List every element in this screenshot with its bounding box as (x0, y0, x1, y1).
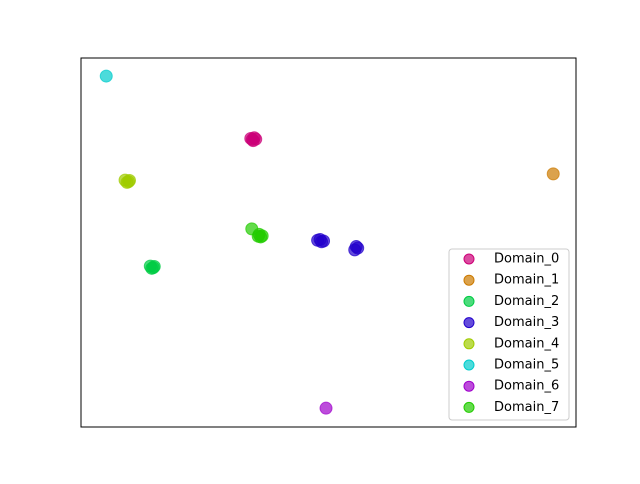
point (349, 240, 363, 254)
legend-label: Domain_2 (494, 294, 559, 309)
point (147, 259, 161, 273)
legend-label: Domain_4 (494, 336, 559, 351)
legend-marker (463, 359, 475, 371)
point (123, 174, 137, 188)
legend-label: Domain_7 (494, 400, 559, 415)
legend-marker (463, 317, 475, 329)
legend-label: Domain_0 (494, 252, 559, 267)
point (319, 401, 333, 415)
legend-marker (463, 253, 475, 265)
point (317, 234, 331, 248)
legend-label: Domain_3 (494, 315, 559, 330)
point (245, 133, 259, 147)
point (546, 167, 560, 181)
legend-label: Domain_5 (494, 358, 559, 373)
legend-marker (463, 380, 475, 392)
legend-marker (463, 274, 475, 286)
plot-frame (80, 57, 577, 428)
point (251, 229, 265, 243)
legend-box (448, 248, 570, 421)
point (99, 69, 113, 83)
legend-marker (463, 338, 475, 350)
legend-marker (463, 295, 475, 307)
legend-label: Domain_1 (494, 273, 559, 288)
legend-label: Domain_6 (494, 379, 559, 394)
points (99, 69, 560, 415)
legend-marker (463, 401, 475, 413)
legend: Domain_0 Domain_1 Domain_2 Domain_3 Domain_4… (463, 252, 559, 415)
